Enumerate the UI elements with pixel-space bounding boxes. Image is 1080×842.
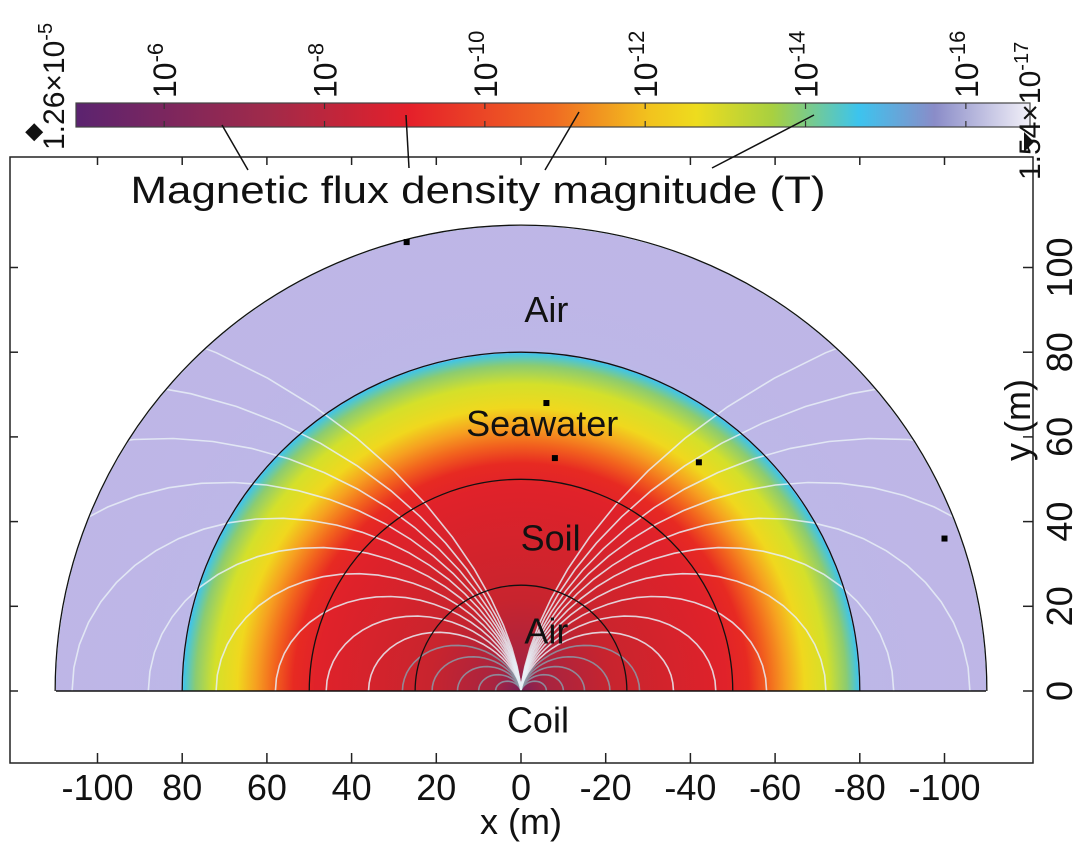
y-tick-label: 100 bbox=[1039, 237, 1080, 297]
region-boundary bbox=[414, 584, 628, 692]
x-tick-label: 20 bbox=[416, 767, 456, 808]
x-tick-label: -100 bbox=[61, 767, 133, 808]
streamline bbox=[520, 437, 986, 691]
region-label-soil: Soil bbox=[521, 518, 581, 559]
colorbar-tick-label: 10-10 bbox=[464, 31, 504, 98]
colorbar-leader-lines bbox=[221, 111, 815, 171]
region-label-coil: Coil bbox=[507, 700, 569, 741]
region-label-air: Air bbox=[524, 611, 568, 652]
x-tick-label: 60 bbox=[247, 767, 287, 808]
colorbar-tick-label: 10-8 bbox=[304, 43, 344, 98]
streamlines bbox=[56, 299, 986, 691]
x-tick-label: -100 bbox=[908, 767, 980, 808]
region-label-air: Air bbox=[524, 289, 568, 330]
y-tick-label: 60 bbox=[1039, 417, 1080, 457]
colorbar-tick-label: 10-12 bbox=[624, 31, 664, 98]
x-tick-label: -80 bbox=[834, 767, 886, 808]
region-boundary bbox=[54, 224, 988, 692]
region-boundary bbox=[181, 351, 861, 692]
colorbar-max-label: 1.26×10-5 bbox=[35, 23, 71, 150]
probe-marker bbox=[551, 455, 558, 462]
y-tick-label: 20 bbox=[1039, 586, 1080, 626]
probe-marker bbox=[941, 535, 948, 542]
colorbar-tick-label: 10-6 bbox=[143, 43, 183, 98]
region-boundaries bbox=[54, 224, 988, 692]
colorbar-min-arrow-icon bbox=[1024, 132, 1034, 152]
x-tick-label: 40 bbox=[332, 767, 372, 808]
x-tick-label: 0 bbox=[511, 767, 531, 808]
colorbar-max-arrow-icon bbox=[25, 123, 44, 142]
x-tick-label: -20 bbox=[580, 767, 632, 808]
region-boundary bbox=[308, 478, 734, 692]
y-tick-label: 40 bbox=[1039, 502, 1080, 542]
x-axis-label: x (m) bbox=[480, 801, 562, 842]
probe-marker bbox=[695, 459, 702, 466]
streamline bbox=[56, 380, 522, 691]
y-tick-label: 0 bbox=[1039, 681, 1080, 701]
x-tick-label: 80 bbox=[162, 767, 202, 808]
y-axis-label: y (m) bbox=[997, 379, 1038, 461]
x-tick-label: -40 bbox=[664, 767, 716, 808]
streamline bbox=[520, 380, 986, 691]
colorbar-title: Magnetic flux density magnitude (T) bbox=[131, 170, 826, 212]
colorbar-tick-label: 10-16 bbox=[945, 31, 985, 98]
probe-marker bbox=[543, 400, 550, 407]
x-tick-label: -60 bbox=[749, 767, 801, 808]
probe-marker bbox=[403, 239, 410, 246]
region-label-seawater: Seawater bbox=[466, 403, 618, 444]
streamline bbox=[56, 437, 522, 691]
colorbar-tick-label: 10-14 bbox=[785, 31, 825, 98]
y-tick-label: 80 bbox=[1039, 332, 1080, 372]
colorbar-min-label: 1.54×10-17 bbox=[1011, 42, 1047, 180]
colorbar bbox=[75, 102, 1031, 128]
